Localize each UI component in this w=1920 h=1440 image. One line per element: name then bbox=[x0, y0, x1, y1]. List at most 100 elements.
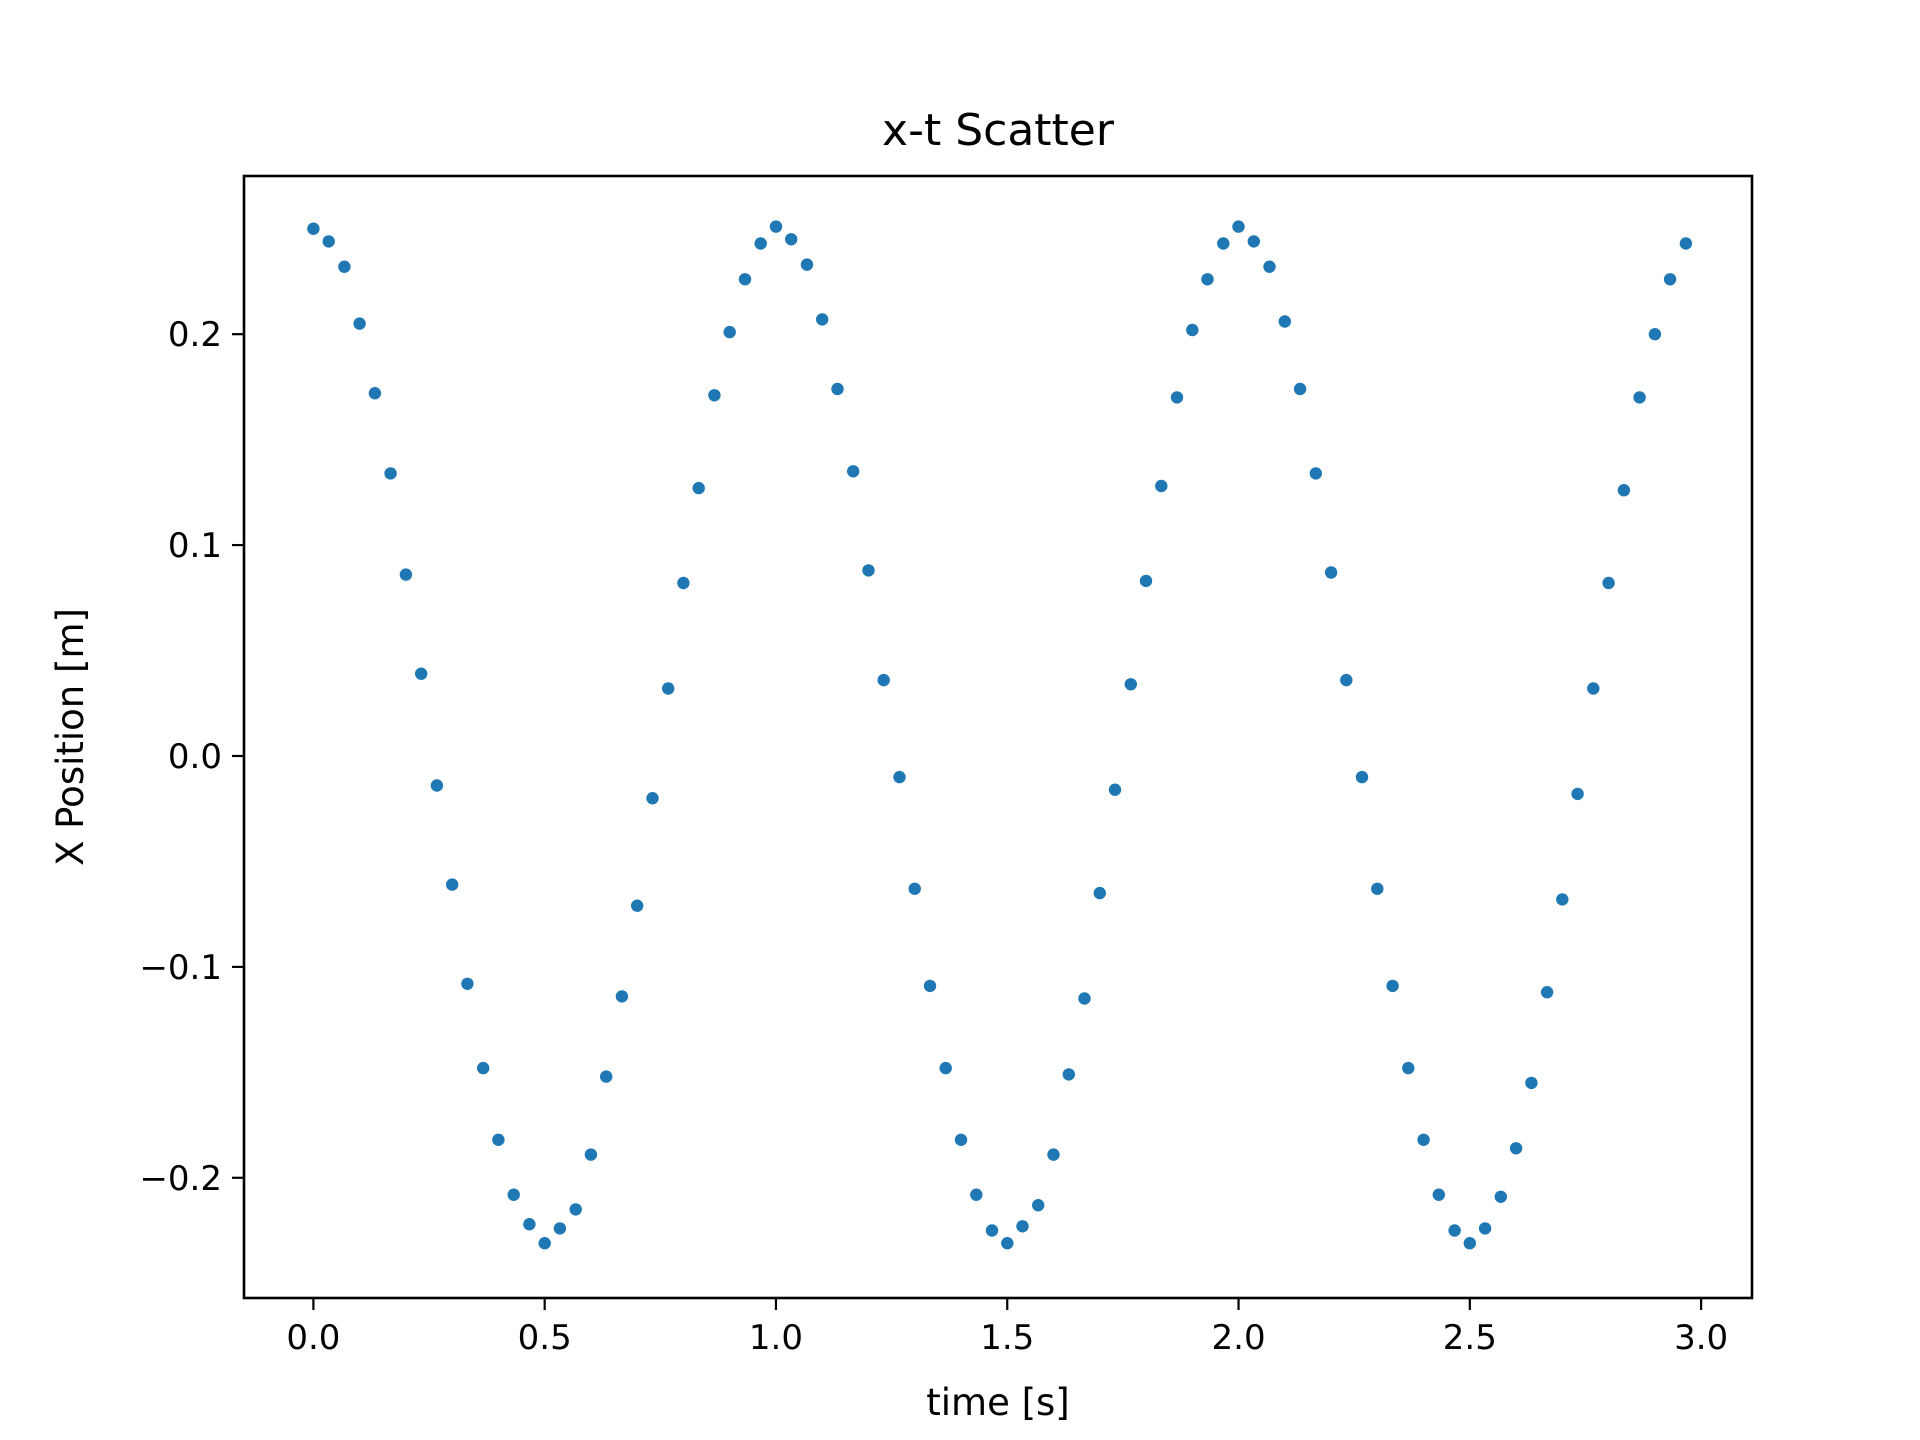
plot-frame bbox=[242, 174, 1754, 1300]
data-point bbox=[1047, 1148, 1060, 1161]
data-point bbox=[1663, 273, 1677, 286]
data-point bbox=[893, 770, 906, 784]
data-point bbox=[970, 1188, 983, 1201]
data-point bbox=[1371, 882, 1384, 895]
data-point bbox=[553, 1222, 567, 1235]
y-axis-label: X Position [m] bbox=[49, 608, 92, 866]
data-point bbox=[1108, 783, 1122, 796]
data-point bbox=[1463, 1237, 1477, 1250]
data-point bbox=[1432, 1188, 1446, 1201]
data-point bbox=[738, 273, 752, 286]
data-point bbox=[446, 878, 459, 891]
y-tick-label: 0.1 bbox=[168, 526, 222, 566]
data-point bbox=[1617, 484, 1631, 497]
data-point bbox=[1232, 220, 1245, 233]
data-point bbox=[399, 568, 413, 581]
data-point bbox=[1001, 1237, 1014, 1250]
data-point bbox=[1340, 673, 1353, 687]
data-point bbox=[1247, 235, 1261, 248]
data-point bbox=[353, 317, 366, 330]
data-point bbox=[785, 233, 798, 246]
data-point bbox=[523, 1218, 536, 1231]
y-tick-label: −0.1 bbox=[139, 948, 222, 988]
data-point bbox=[1186, 323, 1199, 337]
data-point bbox=[1556, 893, 1569, 906]
data-point bbox=[384, 467, 397, 480]
data-point bbox=[307, 222, 320, 235]
x-tick-label: 3.0 bbox=[1674, 1318, 1728, 1358]
data-point bbox=[1478, 1222, 1492, 1235]
data-point bbox=[1124, 678, 1138, 691]
data-point bbox=[831, 382, 844, 396]
data-point bbox=[1263, 260, 1276, 273]
data-point bbox=[646, 792, 659, 805]
data-point bbox=[1324, 566, 1338, 579]
data-point bbox=[754, 237, 767, 250]
x-axis-ticks: 0.0 0.5 1.0 1.5 2.0 2.5 3.0 bbox=[286, 1298, 1728, 1358]
x-tick-label: 0.5 bbox=[518, 1318, 572, 1358]
chart-title: x-t Scatter bbox=[882, 105, 1115, 156]
data-point bbox=[1525, 1076, 1538, 1090]
data-point bbox=[1293, 382, 1307, 396]
data-point bbox=[1016, 1220, 1029, 1233]
data-point bbox=[1494, 1190, 1508, 1204]
data-point bbox=[1170, 391, 1184, 404]
data-point bbox=[1417, 1133, 1430, 1147]
data-point bbox=[723, 325, 736, 339]
data-point bbox=[615, 990, 629, 1003]
data-point bbox=[1448, 1224, 1461, 1237]
data-point bbox=[816, 313, 829, 326]
data-point bbox=[708, 389, 721, 402]
data-point bbox=[847, 465, 860, 478]
data-point bbox=[368, 387, 382, 400]
data-point bbox=[1278, 315, 1292, 328]
data-point bbox=[1509, 1142, 1523, 1155]
data-point bbox=[1648, 328, 1662, 341]
data-point bbox=[954, 1133, 968, 1147]
data-point bbox=[415, 667, 428, 680]
data-point bbox=[1139, 574, 1153, 588]
data-point bbox=[600, 1070, 613, 1083]
data-point bbox=[1078, 992, 1091, 1005]
x-axis-label: time [s] bbox=[926, 1381, 1070, 1424]
data-point bbox=[985, 1224, 999, 1237]
y-axis-ticks: −0.2 −0.1 0.0 0.1 0.2 bbox=[139, 315, 244, 1199]
data-point bbox=[1386, 979, 1399, 993]
data-point bbox=[677, 576, 690, 590]
data-point bbox=[538, 1237, 551, 1250]
y-tick-label: −0.2 bbox=[139, 1159, 222, 1199]
x-tick-label: 0.0 bbox=[286, 1318, 340, 1358]
data-point bbox=[461, 977, 474, 990]
data-point bbox=[1571, 787, 1584, 801]
data-point bbox=[338, 260, 351, 273]
data-point bbox=[477, 1061, 490, 1075]
data-point bbox=[492, 1133, 505, 1147]
data-point bbox=[584, 1148, 598, 1161]
data-point bbox=[1540, 986, 1554, 999]
data-point bbox=[692, 481, 705, 495]
data-point bbox=[800, 258, 814, 271]
data-point bbox=[1679, 237, 1693, 250]
data-point bbox=[322, 235, 335, 248]
data-point bbox=[1309, 467, 1323, 480]
data-point bbox=[1355, 770, 1369, 784]
data-point bbox=[862, 564, 875, 577]
data-point bbox=[1201, 273, 1214, 286]
data-point bbox=[1633, 391, 1646, 404]
data-point bbox=[1587, 682, 1600, 695]
data-point bbox=[1402, 1061, 1415, 1075]
data-point bbox=[1155, 479, 1168, 493]
data-point bbox=[1093, 886, 1107, 900]
points-layer bbox=[307, 220, 1693, 1250]
data-point bbox=[1032, 1199, 1045, 1212]
x-tick-label: 1.5 bbox=[980, 1318, 1034, 1358]
y-tick-label: 0.0 bbox=[168, 737, 222, 777]
data-point bbox=[1062, 1068, 1076, 1081]
data-point bbox=[939, 1061, 952, 1075]
data-point bbox=[923, 979, 937, 993]
data-point bbox=[569, 1203, 582, 1216]
x-tick-label: 1.0 bbox=[749, 1318, 803, 1358]
data-point bbox=[1602, 576, 1615, 590]
